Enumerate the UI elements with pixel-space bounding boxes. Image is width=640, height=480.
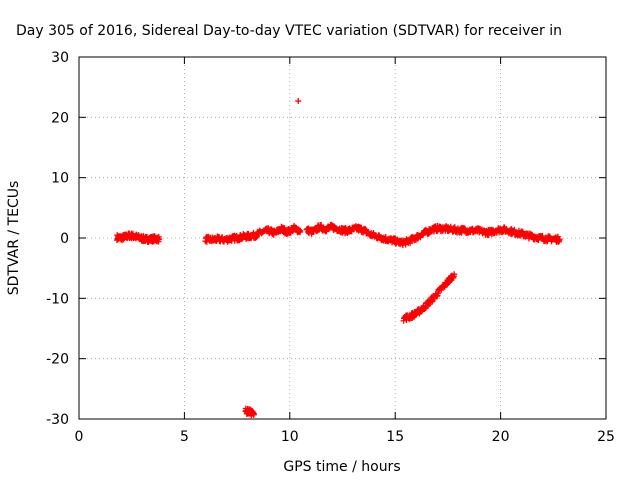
data-segment <box>400 271 458 324</box>
y-axis-label: SDTVAR / TECUs <box>6 181 22 296</box>
data-segment <box>295 98 302 105</box>
data-segment <box>242 405 257 419</box>
data-point <box>451 271 458 278</box>
data-segment <box>303 221 411 249</box>
data-segment <box>202 222 304 245</box>
data-series <box>113 98 563 419</box>
chart-title: Day 305 of 2016, Sidereal Day-to-day VTE… <box>16 23 562 39</box>
x-axis-label: GPS time / hours <box>283 459 400 475</box>
data-segment <box>404 222 563 247</box>
y-tick-label: 20 <box>51 110 69 126</box>
y-tick-label: 10 <box>51 171 69 187</box>
x-tick-label: 25 <box>597 429 615 445</box>
data-point <box>297 227 304 234</box>
data-point <box>556 236 563 243</box>
y-tick-label: 30 <box>51 50 69 66</box>
y-tick-label: 0 <box>60 231 69 247</box>
y-tick-label: -20 <box>46 352 69 368</box>
data-segment <box>113 230 163 245</box>
x-tick-label: 0 <box>75 429 84 445</box>
y-tick-label: -10 <box>46 291 69 307</box>
axis-ticks: 0 5 10 15 20 25 -30 -20 -10 0 10 20 30 <box>46 50 615 445</box>
x-tick-label: 10 <box>281 429 299 445</box>
y-tick-label: -30 <box>46 412 69 428</box>
data-point <box>295 98 302 105</box>
x-tick-label: 5 <box>180 429 189 445</box>
x-tick-label: 15 <box>386 429 404 445</box>
data-point <box>156 236 163 243</box>
x-tick-label: 20 <box>492 429 510 445</box>
data-point <box>250 411 257 418</box>
